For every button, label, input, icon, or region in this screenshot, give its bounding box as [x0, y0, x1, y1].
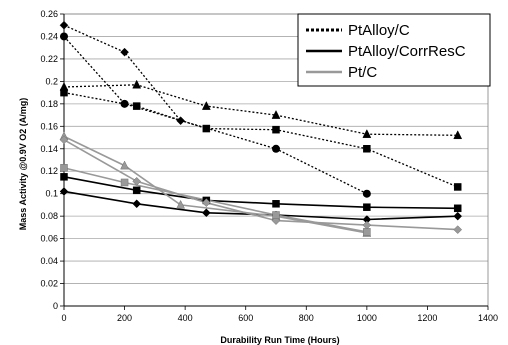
- data-point-square: [120, 178, 129, 187]
- y-tick-label: 0.1: [45, 189, 58, 199]
- data-point-square: [272, 200, 280, 208]
- data-point-square: [363, 228, 371, 236]
- data-point-circle: [272, 144, 280, 153]
- data-point-diamond: [132, 199, 142, 209]
- data-point-diamond: [59, 20, 69, 30]
- data-point-square: [272, 125, 280, 134]
- data-point-circle: [120, 99, 129, 108]
- data-point-square: [60, 88, 68, 97]
- y-tick-label: 0.04: [40, 256, 58, 266]
- data-point-triangle: [201, 101, 211, 110]
- x-axis-title: Durability Run Time (Hours): [220, 335, 339, 345]
- legend-label: Pt/C: [348, 64, 377, 81]
- axis-frame: [60, 13, 489, 310]
- series-line: [63, 139, 458, 231]
- y-tick-label: 0.12: [40, 166, 58, 176]
- data-point-diamond: [176, 116, 185, 126]
- data-point-square: [363, 145, 371, 153]
- y-tick-label: 0.26: [40, 9, 58, 19]
- data-point-square: [60, 173, 68, 181]
- series-line: [63, 176, 458, 210]
- series-line: [63, 84, 458, 136]
- y-tick-label: 0.24: [40, 31, 58, 41]
- x-tick-label: 600: [238, 313, 253, 323]
- data-point-square: [60, 164, 68, 172]
- legend-label: PtAlloy/C: [348, 22, 410, 39]
- data-point-diamond: [132, 176, 142, 186]
- data-point-triangle: [176, 199, 186, 209]
- y-tick-label: 0.14: [40, 144, 58, 154]
- data-point-diamond: [201, 208, 211, 218]
- x-tick-label: 800: [299, 313, 314, 323]
- data-point-diamond: [201, 198, 211, 208]
- data-point-square: [132, 186, 141, 195]
- legend-label: PtAlloy/CorrResC: [348, 43, 466, 60]
- x-tick-label: 1000: [357, 313, 377, 323]
- series-line: [63, 167, 368, 233]
- data-point-square: [453, 204, 462, 213]
- x-tick-label: 0: [61, 313, 66, 323]
- data-point-triangle: [453, 130, 463, 140]
- data-point-diamond: [59, 135, 69, 145]
- y-tick-label: 0.16: [40, 121, 58, 131]
- legend: PtAlloy/C PtAlloy/CorrResC Pt/C: [297, 13, 491, 87]
- y-tick-label: 0.18: [40, 99, 58, 109]
- x-tick-label: 200: [117, 313, 132, 323]
- y-tick-label: 0: [53, 301, 58, 311]
- data-point-triangle: [132, 79, 142, 89]
- data-point-square: [363, 203, 371, 211]
- y-tick-label: 0.02: [40, 279, 58, 289]
- data-point-triangle: [271, 110, 281, 119]
- data-point-circle: [362, 189, 371, 198]
- data-point-diamond: [362, 220, 372, 230]
- data-point-diamond: [453, 211, 463, 221]
- series-line: [63, 24, 182, 122]
- data-point-square: [132, 102, 141, 110]
- x-tick-label: 1200: [417, 313, 437, 323]
- y-tick-label: 0.22: [40, 54, 58, 64]
- data-point-diamond: [59, 187, 69, 196]
- x-tick-label: 400: [178, 313, 193, 323]
- data-point-circle: [60, 32, 68, 41]
- series-markers: [59, 20, 463, 237]
- y-tick-label: 0.08: [40, 211, 58, 221]
- data-point-diamond: [120, 47, 129, 57]
- y-tick-label: 0.06: [40, 234, 58, 244]
- tick-labels: 0 0.02 0.04 0.06 0.08 0.1 0.12 0.14 0.16 0.18 0.2 0…: [40, 9, 498, 323]
- data-point-square: [272, 211, 280, 219]
- data-point-triangle: [120, 160, 129, 170]
- x-tick-label: 1400: [478, 313, 498, 323]
- y-axis-title: Mass Activity @0.9V O2 (A/mg): [18, 98, 28, 230]
- data-point-diamond: [453, 225, 463, 234]
- data-point-square: [453, 183, 462, 191]
- y-tick-label: 0.2: [45, 76, 58, 86]
- series-line: [63, 190, 458, 221]
- data-point-square: [202, 124, 211, 133]
- data-point-triangle: [362, 129, 372, 138]
